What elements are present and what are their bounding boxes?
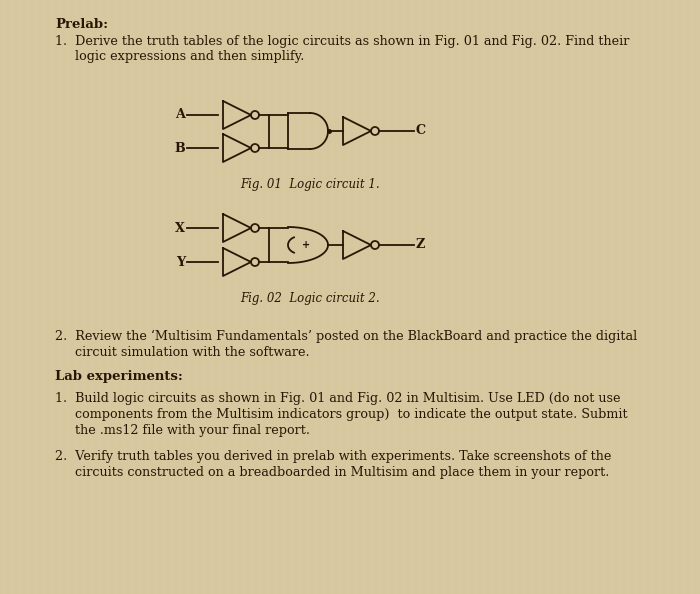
- Text: X: X: [175, 222, 185, 235]
- Text: Z: Z: [416, 239, 426, 251]
- Text: +: +: [302, 240, 310, 250]
- Text: circuit simulation with the software.: circuit simulation with the software.: [55, 346, 309, 359]
- Text: 2.  Verify truth tables you derived in prelab with experiments. Take screenshots: 2. Verify truth tables you derived in pr…: [55, 450, 611, 463]
- Text: Fig. 01  Logic circuit 1.: Fig. 01 Logic circuit 1.: [240, 178, 380, 191]
- Text: C: C: [416, 125, 426, 137]
- Text: 1.  Build logic circuits as shown in Fig. 01 and Fig. 02 in Multisim. Use LED (d: 1. Build logic circuits as shown in Fig.…: [55, 392, 620, 405]
- Text: A: A: [175, 109, 185, 122]
- Text: B: B: [174, 141, 185, 154]
- Text: logic expressions and then simplify.: logic expressions and then simplify.: [55, 50, 304, 63]
- Text: Prelab:: Prelab:: [55, 18, 108, 31]
- Text: 1.  Derive the truth tables of the logic circuits as shown in Fig. 01 and Fig. 0: 1. Derive the truth tables of the logic …: [55, 35, 629, 48]
- Text: Fig. 02  Logic circuit 2.: Fig. 02 Logic circuit 2.: [240, 292, 380, 305]
- Text: the .ms12 file with your final report.: the .ms12 file with your final report.: [55, 424, 310, 437]
- Text: Lab experiments:: Lab experiments:: [55, 370, 183, 383]
- Text: circuits constructed on a breadboarded in Multisim and place them in your report: circuits constructed on a breadboarded i…: [55, 466, 610, 479]
- Text: components from the Multisim indicators group)  to indicate the output state. Su: components from the Multisim indicators …: [55, 408, 628, 421]
- Text: Y: Y: [176, 255, 185, 268]
- Text: 2.  Review the ‘Multisim Fundamentals’ posted on the BlackBoard and practice the: 2. Review the ‘Multisim Fundamentals’ po…: [55, 330, 637, 343]
